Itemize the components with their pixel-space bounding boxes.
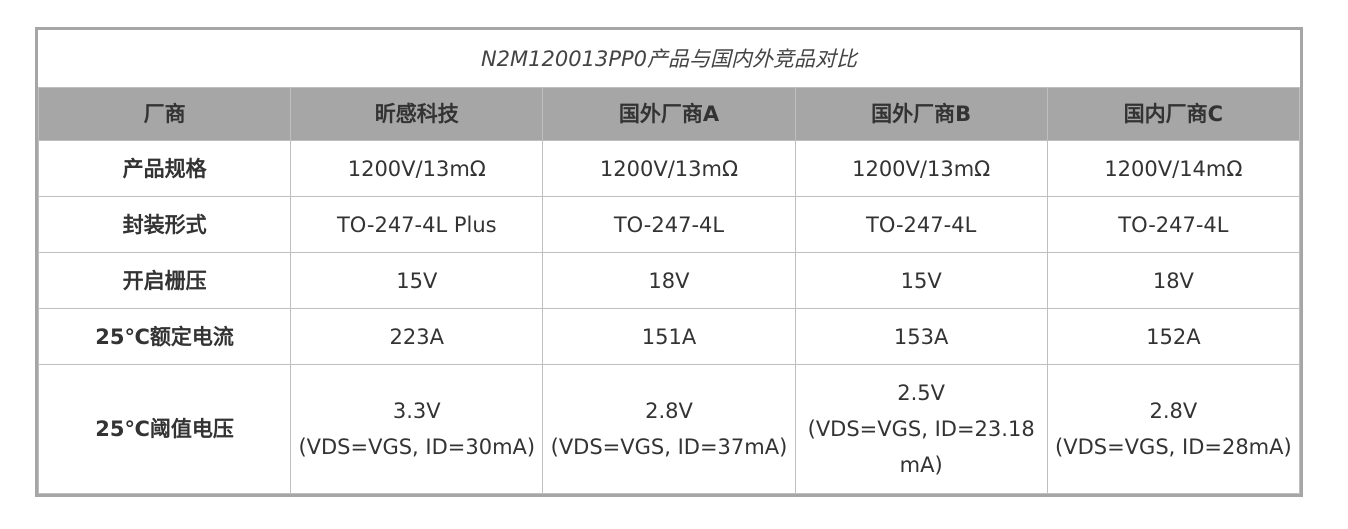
data-cell: 151A <box>542 308 796 365</box>
data-cell: 153A <box>794 308 1048 365</box>
data-cell: 1200V/13mΩ <box>290 140 544 197</box>
row-label: 产品规格 <box>37 140 292 197</box>
data-row: 产品规格 1200V/13mΩ 1200V/13mΩ 1200V/13mΩ 1200V/… <box>37 140 1301 197</box>
data-cell: 15V <box>290 252 544 309</box>
data-row: 开启栅压 15V 18V 15V 18V <box>37 252 1301 309</box>
header-cell: 国内厂商C <box>1046 87 1301 141</box>
data-cell: 2.8V (VDS=VGS, ID=28mA) <box>1046 364 1301 494</box>
data-cell: TO-247-4L <box>542 196 796 253</box>
table-frame: N2M120013PP0产品与国内外竞品对比 厂商 昕感科技 国外厂商A 国外厂商B 国… <box>35 27 1303 497</box>
row-label: 封装形式 <box>37 196 292 253</box>
data-cell: 2.8V (VDS=VGS, ID=37mA) <box>542 364 796 494</box>
data-row: 25℃额定电流 223A 151A 153A 152A <box>37 308 1301 365</box>
data-cell: 18V <box>542 252 796 309</box>
data-cell: 2.5V (VDS=VGS, ID=23.18mA) <box>794 364 1048 494</box>
data-cell: 1200V/13mΩ <box>542 140 796 197</box>
data-row: 25℃阈值电压 3.3V (VDS=VGS, ID=30mA) 2.8V (VDS=… <box>37 364 1301 494</box>
data-cell: 152A <box>1046 308 1301 365</box>
comparison-table: N2M120013PP0产品与国内外竞品对比 厂商 昕感科技 国外厂商A 国外厂商B 国… <box>37 30 1301 494</box>
table-title: N2M120013PP0产品与国内外竞品对比 <box>38 30 1300 88</box>
header-cell: 昕感科技 <box>290 87 544 141</box>
data-cell: 223A <box>290 308 544 365</box>
row-label: 25℃额定电流 <box>37 308 292 365</box>
data-cell: TO-247-4L <box>794 196 1048 253</box>
data-cell: 18V <box>1046 252 1301 309</box>
header-cell: 厂商 <box>37 87 292 141</box>
header-cell: 国外厂商A <box>542 87 796 141</box>
data-cell: TO-247-4L Plus <box>290 196 544 253</box>
header-cell: 国外厂商B <box>794 87 1048 141</box>
data-row: 封装形式 TO-247-4L Plus TO-247-4L TO-247-4L TO-2… <box>37 196 1301 253</box>
header-row: 厂商 昕感科技 国外厂商A 国外厂商B 国内厂商C <box>37 87 1301 141</box>
data-cell: 15V <box>794 252 1048 309</box>
data-cell: 1200V/13mΩ <box>794 140 1048 197</box>
row-label: 开启栅压 <box>37 252 292 309</box>
data-cell: 1200V/14mΩ <box>1046 140 1301 197</box>
row-label: 25℃阈值电压 <box>37 364 292 494</box>
data-cell: 3.3V (VDS=VGS, ID=30mA) <box>290 364 544 494</box>
title-row: N2M120013PP0产品与国内外竞品对比 <box>38 30 1300 88</box>
data-cell: TO-247-4L <box>1046 196 1301 253</box>
